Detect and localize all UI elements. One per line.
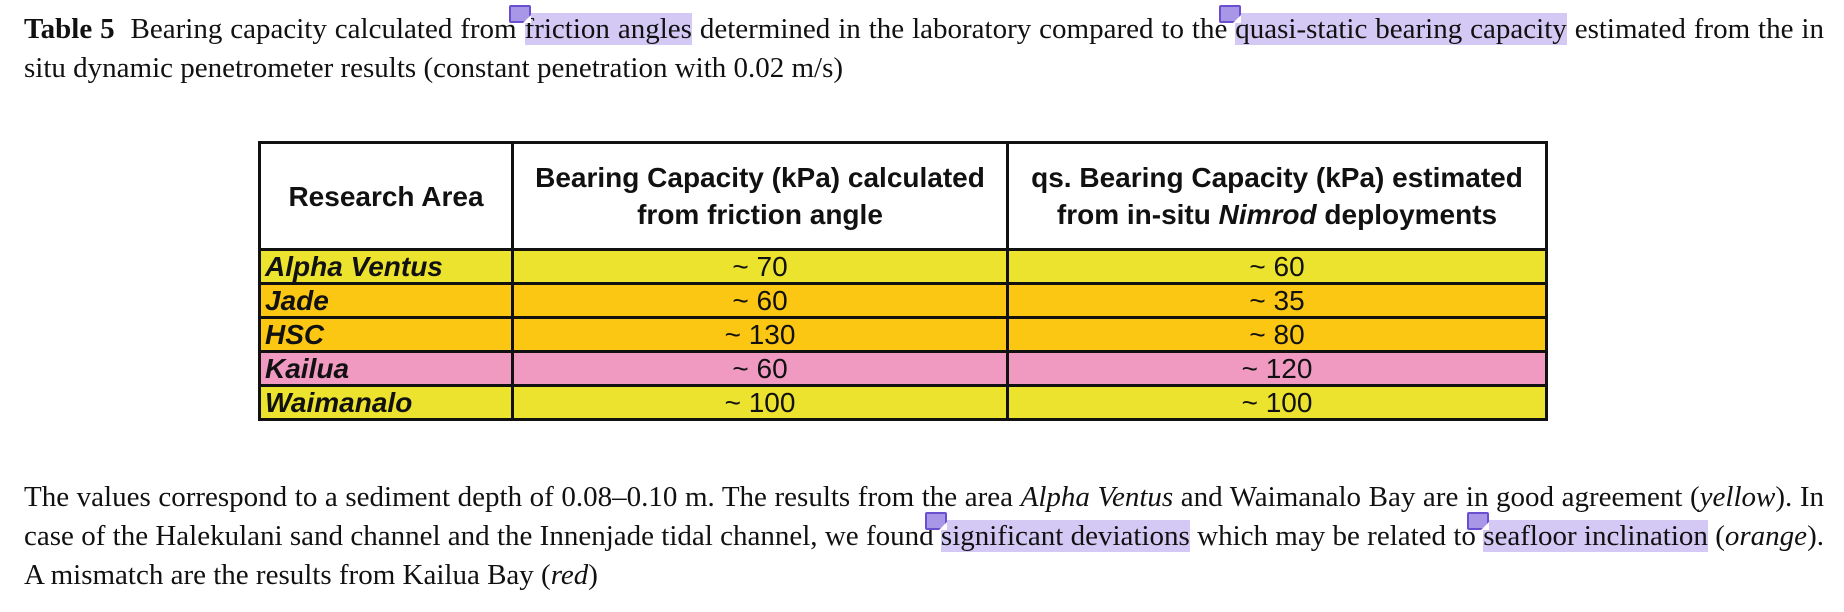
body-emphasis: yellow xyxy=(1699,481,1776,513)
cell-research-area: Kailua xyxy=(258,350,514,387)
cell-estimated-value: ~ 35 xyxy=(1006,282,1548,319)
cell-estimated-value: ~ 80 xyxy=(1006,316,1548,353)
bearing-capacity-table: Research Area Bearing Capacity (kPa) cal… xyxy=(258,141,1548,421)
caption-text-2: determined in the laboratory compared to… xyxy=(691,13,1236,45)
header-line: from friction angle xyxy=(637,199,883,230)
table-row: Waimanalo ~ 100 ~ 100 xyxy=(258,384,1548,421)
header-line: from in-situ xyxy=(1056,199,1219,230)
highlight-text: friction angles xyxy=(524,13,692,45)
comment-note-icon[interactable] xyxy=(508,5,531,23)
header-estimated: qs. Bearing Capacity (kPa) estimated from… xyxy=(1006,141,1548,251)
header-calculated: Bearing Capacity (kPa) calculated from fr… xyxy=(511,141,1009,251)
cell-calculated-value: ~ 100 xyxy=(511,384,1009,421)
header-line: qs. Bearing Capacity (kPa) estimated xyxy=(1031,162,1523,193)
cell-estimated-value: ~ 120 xyxy=(1006,350,1548,387)
body-emphasis: orange xyxy=(1724,520,1808,552)
body-text: ). A mismatch are the results from Kailu… xyxy=(24,520,1824,591)
header-research-area: Research Area xyxy=(258,141,514,251)
body-text: ( xyxy=(1707,520,1725,552)
body-text: ). In case of the Halekulani sand channe… xyxy=(24,481,1824,552)
cell-research-area: Waimanalo xyxy=(258,384,514,421)
highlight-text: seafloor inclination xyxy=(1483,520,1708,552)
body-emphasis: Alpha Ventus xyxy=(1020,481,1174,513)
cell-research-area: HSC xyxy=(258,316,514,353)
highlight-significant-deviations[interactable]: significant deviations xyxy=(924,512,1190,552)
header-line: Bearing Capacity (kPa) calculated xyxy=(535,162,985,193)
caption-text-3: estimated from the in situ dynamic penet… xyxy=(24,13,1824,84)
cell-calculated-value: ~ 130 xyxy=(511,316,1009,353)
caption-text-1: Bearing capacity calculated from xyxy=(130,13,525,45)
body-text: ) xyxy=(588,559,598,591)
comment-note-icon[interactable] xyxy=(924,512,947,530)
body-text: which may be related to xyxy=(1189,520,1484,552)
cell-calculated-value: ~ 60 xyxy=(511,350,1009,387)
cell-estimated-value: ~ 60 xyxy=(1006,248,1548,285)
highlight-text: quasi-static bearing capacity xyxy=(1235,13,1567,45)
table-label: Table 5 xyxy=(24,13,115,45)
highlight-quasi-static[interactable]: quasi-static bearing capacity xyxy=(1219,5,1567,45)
comment-note-icon[interactable] xyxy=(1467,512,1490,530)
table-row: Jade ~ 60 ~ 35 xyxy=(258,282,1548,319)
highlight-seafloor-inclination[interactable]: seafloor inclination xyxy=(1467,512,1708,552)
body-text: and Waimanalo Bay are in good agreement … xyxy=(1173,481,1700,513)
body-emphasis: red xyxy=(550,559,589,591)
body-text: The values correspond to a sediment dept… xyxy=(24,481,1021,513)
cell-calculated-value: ~ 60 xyxy=(511,282,1009,319)
highlight-friction-angles[interactable]: friction angles xyxy=(508,5,692,45)
cell-research-area: Alpha Ventus xyxy=(258,248,514,285)
cell-estimated-value: ~ 100 xyxy=(1006,384,1548,421)
table-row: HSC ~ 130 ~ 80 xyxy=(258,316,1548,353)
header-line: deployments xyxy=(1316,199,1498,230)
table-header-row: Research Area Bearing Capacity (kPa) cal… xyxy=(258,141,1548,251)
table-row: Kailua ~ 60 ~ 120 xyxy=(258,350,1548,387)
cell-calculated-value: ~ 70 xyxy=(511,248,1009,285)
comment-note-icon[interactable] xyxy=(1219,5,1242,23)
header-emphasis: Nimrod xyxy=(1218,199,1317,230)
table-caption: Table 5 Bearing capacity calculated from… xyxy=(24,5,1824,88)
highlight-text: significant deviations xyxy=(940,520,1190,552)
body-paragraph: The values correspond to a sediment dept… xyxy=(24,478,1824,595)
cell-research-area: Jade xyxy=(258,282,514,319)
table-row: Alpha Ventus ~ 70 ~ 60 xyxy=(258,248,1548,285)
